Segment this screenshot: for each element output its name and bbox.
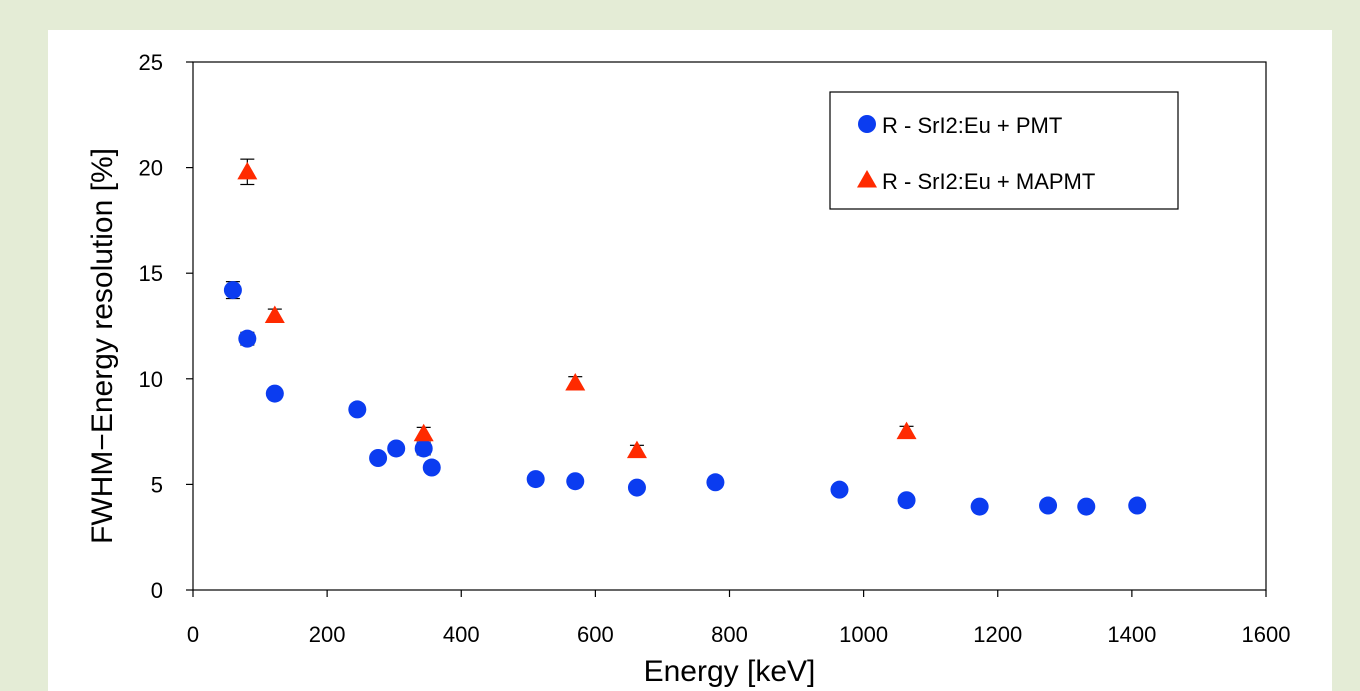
- data-point-triangle: [237, 161, 258, 180]
- data-point-triangle: [565, 373, 586, 391]
- y-axis-title: FWHM−Energy resolution [%]: [86, 148, 119, 544]
- data-point-triangle: [413, 423, 434, 442]
- legend-marker-triangle: [857, 170, 877, 188]
- legend: R - SrI2:Eu + PMT R - SrI2:Eu + MAPMT: [829, 91, 1179, 210]
- x-tick-label: 0: [187, 622, 199, 647]
- data-point-circle: [627, 478, 646, 497]
- data-point-circle: [1128, 496, 1147, 515]
- x-tick-label: 1000: [839, 622, 888, 647]
- data-point-circle: [970, 497, 989, 516]
- data-point-circle: [1077, 497, 1096, 516]
- error-bars: [225, 158, 914, 457]
- x-tick-label: 1200: [973, 622, 1022, 647]
- data-point-triangle: [264, 305, 285, 323]
- x-tick-label: 1400: [1107, 622, 1156, 647]
- data-point-circle: [1039, 496, 1058, 515]
- y-tick-label: 20: [139, 156, 163, 181]
- y-tick-label: 15: [139, 261, 163, 286]
- data-point-circle: [422, 458, 441, 477]
- y-tick-label: 10: [139, 367, 163, 392]
- data-point-triangle: [896, 421, 917, 440]
- data-point-circle: [897, 491, 916, 510]
- data-marks: [223, 161, 1147, 516]
- x-tick-label: 800: [711, 622, 748, 647]
- y-tick-label: 0: [151, 578, 163, 603]
- data-point-circle: [238, 329, 257, 348]
- ticks: 0 200 400 600 800 1000 1200 1400 1600 0 5 10 15 20 25: [139, 50, 1291, 647]
- data-point-circle: [348, 400, 367, 419]
- y-tick-label: 25: [139, 50, 163, 75]
- legend-box: [829, 91, 1179, 210]
- data-point-circle: [706, 473, 725, 492]
- data-point-circle: [830, 480, 849, 499]
- data-point-circle: [223, 281, 242, 300]
- legend-label: R - SrI2:Eu + MAPMT: [882, 169, 1095, 194]
- data-point-circle: [265, 384, 284, 403]
- x-tick-label: 200: [309, 622, 346, 647]
- legend-label: R - SrI2:Eu + PMT: [882, 113, 1062, 138]
- x-tick-label: 1600: [1242, 622, 1291, 647]
- data-point-circle: [387, 439, 406, 458]
- legend-marker-circle: [858, 115, 876, 133]
- x-tick-label: 400: [443, 622, 480, 647]
- x-tick-label: 600: [577, 622, 614, 647]
- data-point-circle: [526, 470, 545, 489]
- y-tick-label: 5: [151, 472, 163, 497]
- data-point-circle: [566, 472, 585, 491]
- data-point-circle: [414, 439, 433, 458]
- x-axis-title: Energy [keV]: [644, 655, 816, 688]
- data-point-triangle: [626, 440, 647, 459]
- legend-items: R - SrI2:Eu + PMT R - SrI2:Eu + MAPMT: [857, 113, 1095, 194]
- data-point-circle: [369, 449, 388, 467]
